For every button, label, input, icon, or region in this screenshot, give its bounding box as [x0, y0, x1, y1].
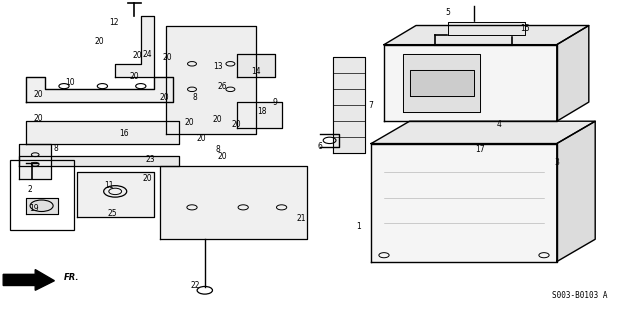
Polygon shape	[19, 156, 179, 166]
Text: 19: 19	[29, 204, 39, 213]
Text: 20: 20	[232, 120, 242, 129]
Polygon shape	[557, 26, 589, 121]
Polygon shape	[333, 57, 365, 153]
Text: 20: 20	[94, 37, 104, 46]
Text: 21: 21	[296, 214, 305, 223]
Text: 8: 8	[193, 93, 198, 102]
Text: 4: 4	[497, 120, 502, 129]
Text: 20: 20	[142, 174, 152, 183]
Polygon shape	[384, 26, 589, 45]
Polygon shape	[115, 16, 154, 77]
Text: 20: 20	[196, 134, 207, 143]
Text: 11: 11	[104, 181, 113, 189]
Text: 20: 20	[33, 90, 44, 99]
Text: 20: 20	[218, 152, 228, 161]
Text: 1: 1	[356, 222, 361, 231]
Polygon shape	[26, 121, 179, 144]
Text: 20: 20	[33, 114, 44, 122]
Text: 15: 15	[520, 24, 530, 33]
Text: 14: 14	[251, 67, 261, 76]
Bar	[10, 160, 74, 230]
Text: 2: 2	[28, 185, 33, 194]
Text: 20: 20	[129, 72, 140, 81]
Polygon shape	[557, 121, 595, 262]
Polygon shape	[371, 144, 557, 262]
Text: 20: 20	[184, 118, 195, 127]
Polygon shape	[166, 26, 256, 134]
Text: 10: 10	[65, 78, 76, 87]
Text: 17: 17	[475, 145, 485, 154]
Text: 26: 26	[218, 82, 228, 91]
Polygon shape	[448, 22, 525, 35]
Text: 8: 8	[53, 144, 58, 153]
Polygon shape	[26, 198, 58, 214]
Text: 13: 13	[212, 63, 223, 71]
Text: 20: 20	[132, 51, 143, 60]
Text: 3: 3	[554, 158, 559, 167]
Text: 24: 24	[142, 50, 152, 59]
Text: 7: 7	[369, 101, 374, 110]
Polygon shape	[19, 144, 51, 179]
Polygon shape	[237, 102, 282, 128]
Polygon shape	[77, 172, 154, 217]
Polygon shape	[3, 270, 54, 290]
Text: 20: 20	[163, 53, 173, 62]
Polygon shape	[403, 54, 480, 112]
Text: 12: 12	[109, 18, 118, 27]
Polygon shape	[237, 54, 275, 77]
Text: 25: 25	[107, 209, 117, 218]
Text: 22: 22	[191, 281, 200, 290]
Text: S003-B0103 A: S003-B0103 A	[552, 291, 608, 300]
Text: 5: 5	[445, 8, 451, 17]
Polygon shape	[26, 77, 173, 102]
Text: 6: 6	[317, 142, 323, 151]
Text: 9: 9	[273, 98, 278, 107]
Text: FR.: FR.	[64, 273, 79, 282]
Text: 16: 16	[118, 130, 129, 138]
Text: 8: 8	[215, 145, 220, 154]
Polygon shape	[410, 70, 474, 96]
Text: 20: 20	[159, 93, 170, 102]
Polygon shape	[384, 45, 557, 121]
Text: 18: 18	[258, 107, 267, 116]
Text: 23: 23	[145, 155, 156, 164]
Text: 20: 20	[212, 115, 223, 124]
Polygon shape	[371, 121, 595, 144]
Polygon shape	[160, 166, 307, 239]
